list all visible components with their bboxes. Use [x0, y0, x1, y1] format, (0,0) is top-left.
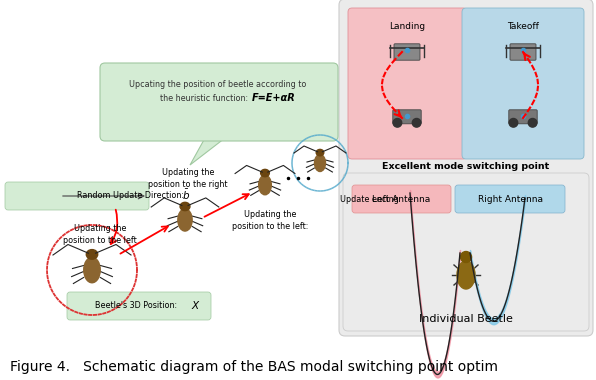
Text: Takeoff: Takeoff [507, 22, 539, 31]
Text: the heuristic function:: the heuristic function: [160, 94, 253, 103]
Text: F=E+αR: F=E+αR [252, 93, 296, 103]
FancyBboxPatch shape [352, 185, 451, 213]
Text: Update encing: Update encing [340, 195, 399, 204]
FancyBboxPatch shape [343, 173, 589, 331]
FancyBboxPatch shape [393, 110, 421, 124]
Ellipse shape [259, 175, 271, 195]
Ellipse shape [180, 202, 190, 211]
Ellipse shape [86, 250, 98, 259]
Circle shape [393, 119, 402, 127]
FancyBboxPatch shape [462, 8, 584, 159]
Text: Right Antenna: Right Antenna [477, 195, 542, 204]
Ellipse shape [84, 257, 100, 283]
Circle shape [528, 119, 537, 127]
Text: Excellent mode switching point: Excellent mode switching point [383, 162, 550, 171]
Text: $\bar{b}$: $\bar{b}$ [182, 188, 190, 202]
Text: $X$: $X$ [191, 299, 201, 311]
Ellipse shape [178, 209, 192, 231]
Text: Upcating the position of beetle according to: Upcating the position of beetle accordin… [129, 80, 307, 89]
Text: Individual Beetle: Individual Beetle [419, 314, 513, 324]
FancyBboxPatch shape [5, 182, 149, 210]
Text: Landing: Landing [389, 22, 425, 31]
Ellipse shape [315, 155, 325, 171]
FancyBboxPatch shape [510, 44, 536, 60]
Text: Updating the
position to the left: Updating the position to the left [63, 224, 137, 245]
Circle shape [412, 119, 421, 127]
Text: Updating the
position to the left:: Updating the position to the left: [232, 210, 308, 231]
Polygon shape [190, 138, 225, 165]
Ellipse shape [461, 252, 471, 263]
FancyBboxPatch shape [348, 8, 467, 159]
Text: Beetle's 3D Position:: Beetle's 3D Position: [95, 301, 182, 310]
Text: Updating the
position to the right: Updating the position to the right [148, 168, 228, 189]
FancyBboxPatch shape [509, 110, 537, 124]
Text: Left Antenna: Left Antenna [372, 195, 430, 204]
FancyBboxPatch shape [394, 44, 420, 60]
Text: Figure 4.   Schematic diagram of the BAS modal switching point optim: Figure 4. Schematic diagram of the BAS m… [10, 360, 498, 374]
Ellipse shape [316, 149, 324, 156]
Text: Random Update Direction:: Random Update Direction: [77, 192, 187, 201]
FancyBboxPatch shape [455, 185, 565, 213]
Ellipse shape [457, 261, 475, 289]
FancyBboxPatch shape [339, 0, 593, 336]
FancyBboxPatch shape [100, 63, 338, 141]
Circle shape [509, 119, 518, 127]
FancyBboxPatch shape [67, 292, 211, 320]
Ellipse shape [260, 169, 269, 177]
